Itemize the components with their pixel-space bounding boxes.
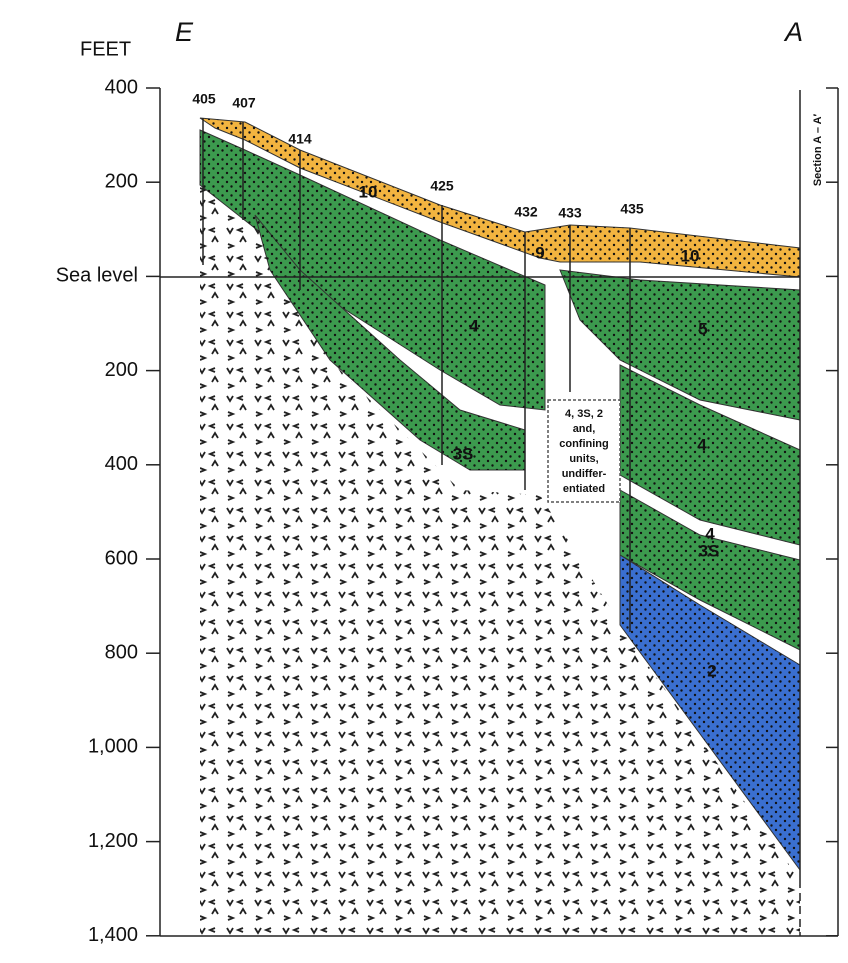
well-label: 435 <box>620 201 644 217</box>
unit-label: 4 <box>469 316 479 335</box>
note-line: 4, 3S, 2 <box>565 408 603 420</box>
unit-label: FEET <box>80 38 131 60</box>
note-line: undiffer- <box>562 468 607 480</box>
unit-label: 9 <box>535 243 544 262</box>
note-line: entiated <box>563 483 605 495</box>
depth-label: 600 <box>105 547 138 569</box>
depth-label: 200 <box>105 359 138 381</box>
depth-label: 800 <box>105 641 138 663</box>
depth-label: Sea level <box>56 265 138 287</box>
unit-label: 10 <box>681 246 700 265</box>
cross-section: FEET E A 400 200 Sea level 200 400 600 800 1,000 1,… <box>0 0 848 958</box>
unit-label: 4 <box>697 435 707 454</box>
well-label: 405 <box>192 91 216 107</box>
unit-label: 3S <box>453 444 474 463</box>
well-label: 433 <box>558 205 582 221</box>
section-label: Section A – A′ <box>812 113 824 186</box>
depth-label: 1,200 <box>88 830 138 852</box>
end-label: E <box>175 17 194 47</box>
depth-label: 1,400 <box>88 924 138 946</box>
well-label: 425 <box>430 178 454 194</box>
depth-label: 1,000 <box>88 736 138 758</box>
depth-label: 400 <box>105 453 138 475</box>
end-label: A <box>783 17 803 47</box>
unit-label: 5 <box>698 319 707 338</box>
note-line: units, <box>569 453 598 465</box>
well-label: 407 <box>232 95 256 111</box>
unit-label: 3S <box>699 541 720 560</box>
depth-label: 200 <box>105 170 138 192</box>
depth-label: 400 <box>105 76 138 98</box>
well-label: 414 <box>288 131 312 147</box>
unit-label: 2 <box>707 661 716 680</box>
note-line: and, <box>573 423 596 435</box>
well-label: 432 <box>514 204 538 220</box>
note-line: confining <box>559 438 609 450</box>
unit-label: 10 <box>359 182 378 201</box>
